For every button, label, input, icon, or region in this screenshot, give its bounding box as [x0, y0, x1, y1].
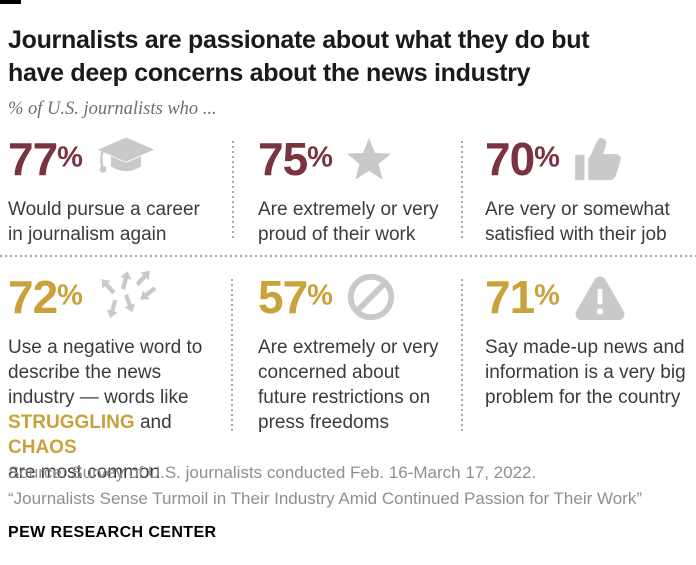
divider-horizontal — [0, 255, 696, 257]
stat-negative-word: 72% Use a negative word to describe the … — [8, 269, 230, 485]
divider-vertical-row1-left — [232, 141, 234, 238]
divider-vertical-row1-right — [461, 141, 463, 238]
page-title: Journalists are passionate about what th… — [8, 26, 590, 87]
stat-value: 70% — [485, 133, 560, 185]
stat-job-satisfied: 70% Are very or somewhat satisfied with … — [485, 134, 696, 247]
divider-vertical-row2-left — [231, 279, 233, 431]
stat-proud-of-work: 75% Are extremely or very proud of their… — [258, 134, 454, 247]
top-crop-artifact — [0, 0, 21, 4]
stat-made-up-news: 71% Say made-up news and information is … — [485, 272, 696, 410]
stat-value: 57% — [258, 271, 333, 323]
stat-value: 72% — [8, 271, 83, 323]
stat-value: 77% — [8, 133, 83, 185]
warning-icon — [573, 274, 627, 321]
divider-vertical-row2-right — [461, 279, 463, 431]
stat-description: Are extremely or very proud of their wor… — [258, 199, 439, 246]
thumbs-up-icon — [573, 137, 626, 182]
stat-description: Would pursue a career in journalism agai… — [8, 199, 200, 246]
stat-description: Use a negative word to describe the news… — [8, 337, 203, 484]
highlight-word: STRUGGLING — [8, 412, 135, 434]
stat-value: 75% — [258, 133, 333, 185]
brand-label: PEW RESEARCH CENTER — [8, 524, 217, 541]
highlight-word: CHAOS — [8, 437, 77, 459]
graduation-cap-icon — [96, 136, 156, 182]
stat-press-freedom-concern: 57% Are extremely or very concerned abou… — [258, 272, 454, 435]
stat-description: Are very or somewhat satisfied with thei… — [485, 199, 670, 246]
prohibition-icon — [346, 272, 396, 322]
stat-value: 71% — [485, 271, 560, 323]
stat-career-again: 77% Would pursue a career in journalism … — [8, 134, 230, 247]
chaos-arrows-icon — [96, 269, 158, 325]
source-note: Source: Survey of U.S. journalists condu… — [8, 463, 537, 482]
stat-description: Are extremely or very concerned about fu… — [258, 337, 439, 434]
report-title-note: “Journalists Sense Turmoil in Their Indu… — [8, 489, 642, 508]
page-subtitle: % of U.S. journalists who ... — [8, 99, 217, 119]
star-icon — [346, 137, 392, 181]
stat-description: Say made-up news and information is a ve… — [485, 337, 686, 409]
